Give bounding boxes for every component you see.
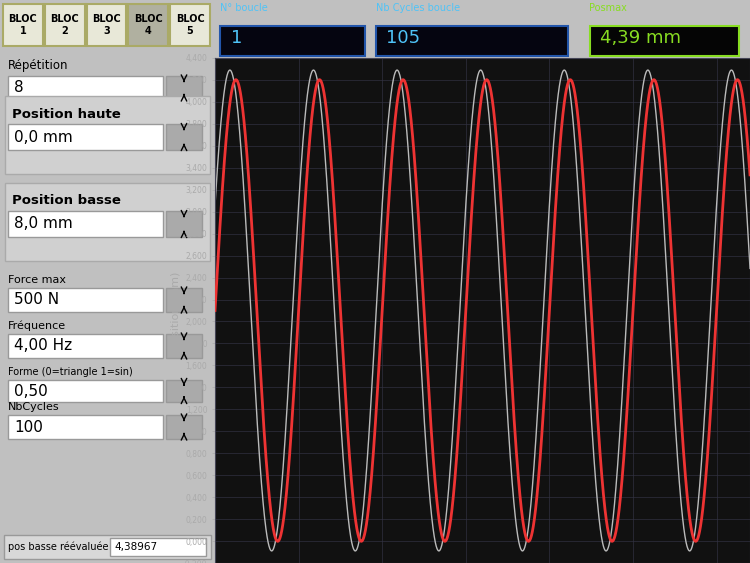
Bar — [8, 380, 163, 402]
Text: 4,38967: 4,38967 — [114, 542, 158, 552]
Bar — [110, 538, 206, 556]
Text: BLOC
1: BLOC 1 — [8, 14, 38, 36]
Text: Force max: Force max — [8, 275, 66, 285]
Bar — [8, 76, 163, 100]
Bar — [166, 288, 202, 312]
Bar — [8, 124, 163, 150]
Bar — [8, 211, 163, 237]
Bar — [8, 415, 163, 439]
Bar — [86, 4, 127, 46]
Text: 0,50: 0,50 — [14, 383, 48, 399]
Text: pos basse réévaluée: pos basse réévaluée — [8, 542, 109, 552]
Text: 500 N: 500 N — [14, 293, 59, 307]
Text: 4,00 Hz: 4,00 Hz — [14, 338, 72, 354]
Text: Position haute: Position haute — [12, 108, 121, 120]
Bar — [166, 124, 202, 150]
Bar — [5, 183, 210, 261]
Text: 8,0 mm: 8,0 mm — [14, 217, 73, 231]
Text: 1: 1 — [231, 29, 242, 47]
Text: BLOC
2: BLOC 2 — [50, 14, 79, 36]
Y-axis label: Position (mm): Position (mm) — [170, 272, 180, 349]
Text: Fréquence: Fréquence — [8, 321, 66, 331]
Text: 4,39 mm: 4,39 mm — [600, 29, 681, 47]
Text: 105: 105 — [386, 29, 420, 47]
FancyBboxPatch shape — [590, 25, 740, 56]
Bar — [166, 380, 202, 402]
Text: Position basse: Position basse — [12, 194, 121, 208]
Text: BLOC
4: BLOC 4 — [134, 14, 163, 36]
FancyBboxPatch shape — [376, 25, 568, 56]
Text: BLOC
5: BLOC 5 — [176, 14, 205, 36]
Bar — [8, 288, 163, 312]
Bar — [3, 4, 43, 46]
Text: 8: 8 — [14, 81, 24, 96]
Bar — [170, 4, 210, 46]
Bar — [166, 334, 202, 358]
Text: Posmax: Posmax — [590, 3, 627, 13]
Text: 0,0 mm: 0,0 mm — [14, 129, 73, 145]
Bar — [166, 211, 202, 237]
Text: Répétition: Répétition — [8, 60, 68, 73]
Bar — [166, 415, 202, 439]
Text: 100: 100 — [14, 419, 43, 435]
Text: Nb Cycles boucle: Nb Cycles boucle — [376, 3, 460, 13]
Text: BLOC
3: BLOC 3 — [92, 14, 121, 36]
Bar — [166, 76, 202, 100]
Text: Forme (0=triangle 1=sin): Forme (0=triangle 1=sin) — [8, 367, 133, 377]
Bar — [4, 535, 211, 559]
Bar — [128, 4, 168, 46]
Bar — [5, 96, 210, 174]
Bar — [8, 334, 163, 358]
Bar — [45, 4, 85, 46]
Text: NbCycles: NbCycles — [8, 402, 60, 412]
FancyBboxPatch shape — [220, 25, 364, 56]
Text: N° boucle: N° boucle — [220, 3, 268, 13]
